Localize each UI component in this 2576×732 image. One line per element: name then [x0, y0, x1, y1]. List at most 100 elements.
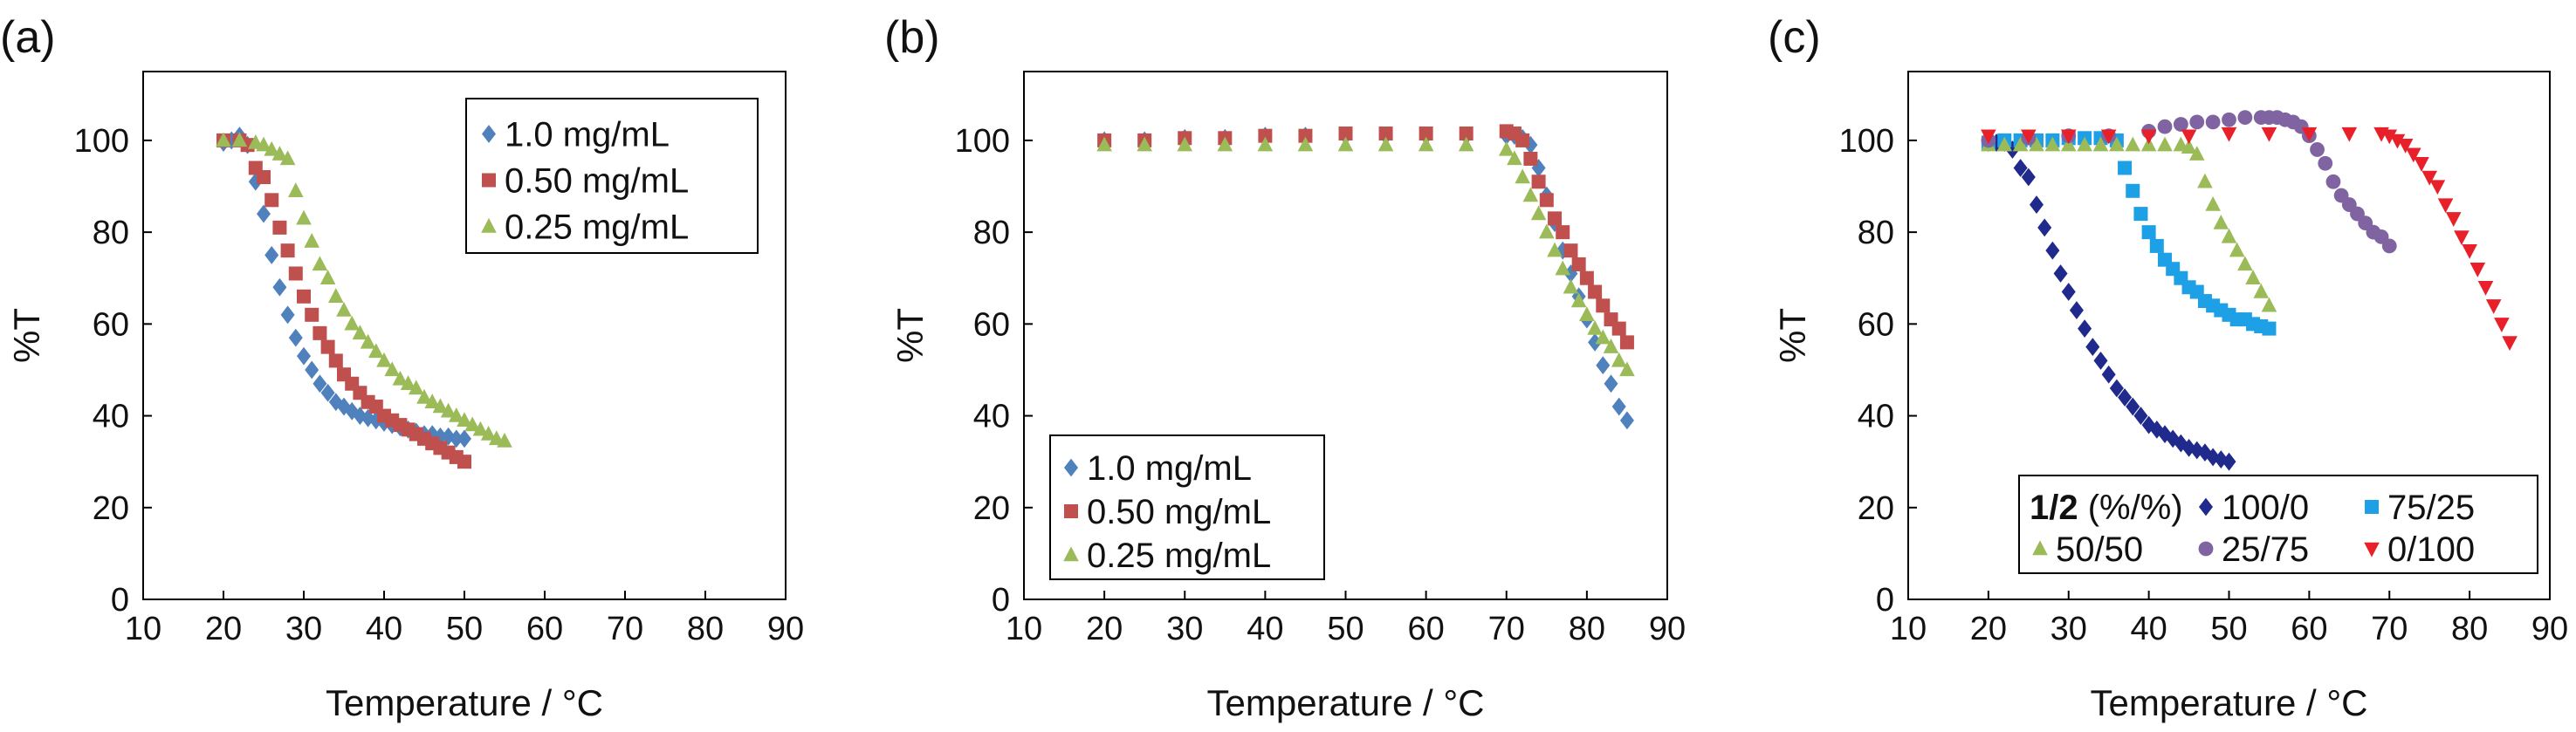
data-point — [2429, 180, 2446, 195]
x-tick-label: 70 — [2371, 611, 2408, 647]
data-point — [2237, 256, 2253, 271]
data-point — [1515, 168, 1530, 184]
data-point — [2060, 129, 2077, 145]
data-point — [288, 182, 304, 197]
data-point — [1522, 187, 1539, 202]
data-point — [2237, 110, 2253, 126]
y-tick-label: 100 — [74, 123, 129, 160]
data-point — [2301, 127, 2318, 142]
data-point — [497, 432, 512, 448]
x-tick-label: 70 — [607, 611, 643, 647]
y-tick-label: 0 — [992, 582, 1010, 619]
data-point — [328, 353, 343, 368]
data-point — [319, 270, 336, 284]
panel-label: (c) — [1768, 12, 1821, 63]
legend-label: 25/75 — [2222, 530, 2309, 569]
legend-label: 0.50 mg/mL — [1087, 493, 1271, 531]
y-tick-label: 0 — [111, 582, 129, 619]
data-point — [2061, 283, 2076, 301]
x-tick-label: 30 — [1166, 611, 1203, 647]
data-point — [216, 132, 231, 147]
legend-label: 0.25 mg/mL — [505, 209, 689, 247]
data-point — [2261, 297, 2277, 312]
data-point — [2477, 281, 2494, 296]
legend: 1.0 mg/mL 0.50 mg/mL 0.25 mg/mL — [1049, 434, 1325, 580]
legend-label: 75/25 — [2387, 489, 2475, 527]
data-point — [2078, 319, 2092, 339]
data-point — [313, 325, 327, 340]
data-point — [2100, 129, 2117, 145]
data-point — [1588, 284, 1603, 299]
data-point — [2253, 283, 2270, 298]
data-point — [1611, 397, 1626, 416]
legend-title: 1/2 (%/%) — [2030, 489, 2183, 527]
data-point — [2133, 407, 2148, 425]
data-point — [231, 132, 248, 147]
x-tick-label: 30 — [285, 611, 322, 647]
series-100-0 — [1981, 133, 2236, 471]
legend-label: 0.25 mg/mL — [1087, 537, 1271, 575]
data-point — [2222, 112, 2236, 127]
y-axis-title: %T — [6, 308, 47, 363]
data-point — [2045, 241, 2060, 260]
legend-marker — [2199, 497, 2213, 517]
data-point — [2188, 146, 2205, 161]
data-point — [1596, 298, 1611, 313]
x-tick-label: 40 — [1247, 611, 1283, 647]
x-tick-label: 80 — [687, 611, 724, 647]
legend-label: 0.50 mg/mL — [505, 162, 689, 201]
data-point — [2406, 147, 2421, 163]
legend-marker — [2365, 500, 2379, 514]
data-point — [2030, 195, 2044, 214]
data-point — [2397, 138, 2414, 154]
data-point — [2222, 452, 2236, 471]
data-point — [344, 315, 360, 331]
data-point — [2093, 352, 2108, 370]
data-point — [1571, 257, 1586, 271]
data-point — [296, 209, 312, 225]
data-point — [2140, 129, 2157, 145]
data-point — [2421, 170, 2437, 186]
data-point — [1459, 127, 1473, 141]
data-point — [368, 343, 384, 359]
data-point — [1595, 329, 1611, 345]
data-point — [1257, 136, 1274, 152]
data-point — [457, 429, 471, 448]
data-point — [1377, 136, 1394, 152]
data-point — [264, 193, 279, 208]
data-point — [2205, 114, 2221, 130]
data-point — [2325, 174, 2341, 189]
data-point — [352, 325, 368, 340]
y-tick-label: 80 — [93, 215, 129, 251]
data-point — [2158, 425, 2172, 444]
x-tick-label: 10 — [1890, 611, 1927, 647]
data-point — [416, 388, 432, 404]
data-point — [2470, 263, 2486, 277]
data-point — [376, 352, 392, 367]
data-point — [2181, 129, 2197, 145]
data-point — [1619, 335, 1634, 350]
data-point — [457, 412, 472, 428]
data-point — [1418, 136, 1434, 152]
data-point — [1217, 136, 1233, 152]
data-point — [472, 421, 489, 436]
data-point — [2157, 119, 2173, 134]
data-point — [272, 277, 287, 297]
data-point — [2262, 321, 2277, 336]
data-point — [464, 416, 480, 432]
x-tick-label: 20 — [1970, 611, 2007, 647]
data-point — [2021, 129, 2037, 145]
data-point — [2462, 243, 2477, 259]
data-point — [2109, 379, 2124, 398]
x-axis-title: Temperature / °C — [2091, 682, 2368, 723]
data-point — [1515, 133, 1530, 147]
data-point — [433, 427, 448, 446]
data-point — [2037, 218, 2052, 237]
data-point — [320, 383, 335, 402]
data-point — [1579, 270, 1594, 285]
x-tick-label: 50 — [2210, 611, 2247, 647]
data-point — [1604, 374, 1618, 393]
data-point — [1596, 356, 1611, 375]
legend: 1.0 mg/mL 0.50 mg/mL 0.25 mg/mL — [465, 98, 759, 254]
data-point — [457, 455, 471, 469]
